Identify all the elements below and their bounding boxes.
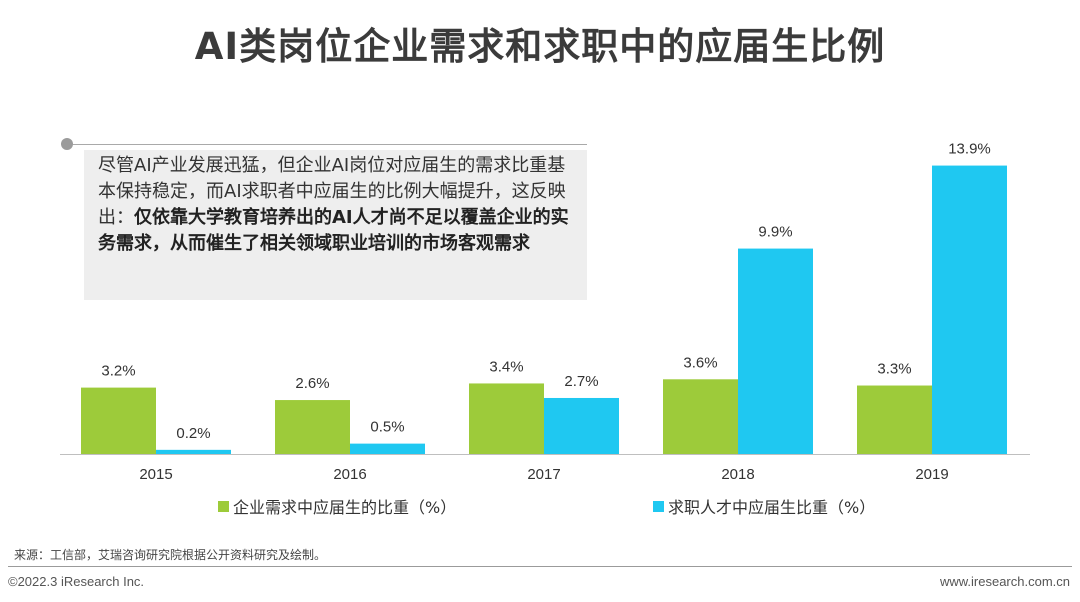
legend-item-series-1: 企业需求中应届生的比重（%）: [218, 495, 456, 517]
data-label-1-2016: 2.6%: [295, 375, 329, 392]
website-link[interactable]: www.iresearch.com.cn: [939, 574, 1070, 589]
legend-swatch-green: [218, 500, 229, 512]
x-tick-label-2019: 2019: [915, 466, 948, 483]
data-label-2-2018: 9.9%: [758, 224, 792, 241]
callout-dot-icon: [61, 138, 73, 150]
bar-1-2018: [663, 379, 738, 454]
bar-1-2017: [469, 383, 544, 454]
callout-box: 尽管AI产业发展迅猛，但企业AI岗位对应届生的需求比重基本保持稳定，而AI求职者…: [84, 150, 587, 300]
bar-2-2016: [350, 443, 425, 454]
data-label-2-2017: 2.7%: [564, 373, 598, 390]
data-label-2-2019: 13.9%: [948, 141, 991, 158]
bar-2-2017: [544, 397, 619, 454]
bar-1-2016: [275, 400, 350, 454]
page-title: AI类岗位企业需求和求职中的应届生比例: [194, 25, 886, 68]
copyright-text: ©2022.3 iResearch Inc.: [8, 574, 145, 589]
legend-label-series-1: 企业需求中应届生的比重（%）: [233, 498, 457, 517]
data-label-2-2015: 0.2%: [176, 425, 210, 442]
legend-label-series-2: 求职人才中应届生比重（%）: [668, 498, 876, 517]
data-label-2-2016: 0.5%: [370, 419, 404, 436]
x-tick-label-2017: 2017: [527, 466, 560, 483]
data-label-1-2018: 3.6%: [683, 354, 717, 371]
data-label-1-2015: 3.2%: [101, 363, 135, 380]
bar-2-2018: [738, 248, 813, 454]
legend-swatch-blue: [653, 500, 664, 512]
callout-text-bold: 仅依靠大学教育培养出的AI人才尚不足以覆盖企业的实务需求，从而催生了相关领域职业…: [98, 207, 569, 254]
legend-item-series-2: 求职人才中应届生比重（%）: [653, 495, 875, 517]
bar-1-2015: [81, 387, 156, 454]
x-tick-label-2018: 2018: [721, 466, 754, 483]
footer-divider: [8, 566, 1072, 567]
callout-leader-line: [67, 144, 587, 145]
data-label-1-2017: 3.4%: [489, 358, 523, 375]
bar-2-2019: [932, 165, 1007, 454]
source-note: 来源：工信部，艾瑞咨询研究院根据公开资料研究及绘制。: [14, 548, 327, 562]
bar-2-2015: [156, 449, 231, 454]
x-tick-label-2016: 2016: [333, 466, 366, 483]
bar-1-2019: [857, 385, 932, 454]
data-label-1-2019: 3.3%: [877, 361, 911, 378]
callout-text-plain: 尽管AI产业发展迅猛，但企业AI岗位对应届生的需求比重基本保持稳定，而AI求职者…: [98, 155, 566, 228]
x-tick-label-2015: 2015: [139, 466, 172, 483]
